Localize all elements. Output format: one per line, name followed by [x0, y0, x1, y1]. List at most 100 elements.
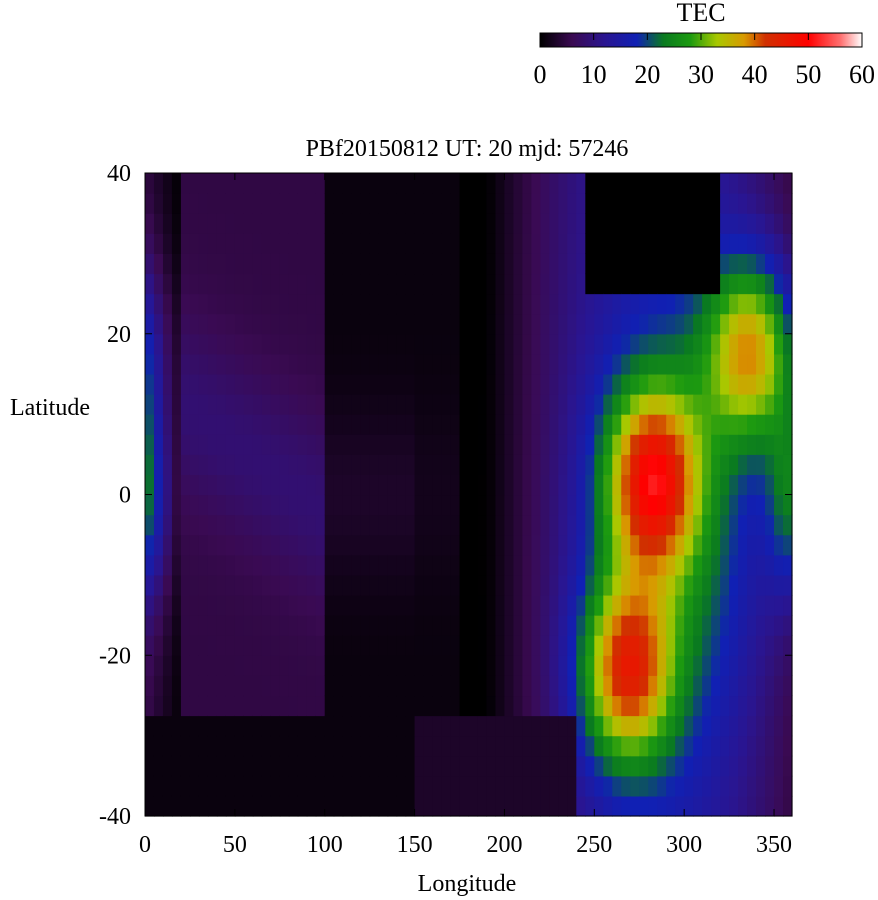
heatmap-cell [522, 615, 533, 636]
heatmap-cell [261, 333, 272, 355]
heatmap-cell [468, 534, 479, 556]
heatmap-cell [145, 655, 155, 676]
heatmap-cell [783, 333, 793, 355]
heatmap-cell [558, 253, 568, 275]
heatmap-cell [198, 715, 209, 737]
heatmap-cell [495, 655, 506, 676]
heatmap-cell [360, 775, 371, 797]
heatmap-cell [477, 635, 488, 656]
heatmap-cell [441, 273, 452, 295]
heatmap-cell [576, 635, 586, 656]
heatmap-cell [531, 434, 541, 455]
heatmap-cell [657, 574, 667, 596]
heatmap-cell [540, 615, 550, 636]
heatmap-cell [729, 333, 739, 355]
heatmap-cell [225, 293, 236, 315]
heatmap-cell [145, 615, 155, 636]
heatmap-cell [684, 675, 694, 697]
heatmap-cell [756, 373, 766, 395]
heatmap-cell [567, 373, 577, 395]
heatmap-cell [567, 193, 577, 214]
heatmap-cell [432, 514, 443, 536]
heatmap-cell [225, 494, 236, 516]
heatmap-cell [396, 494, 407, 516]
heatmap-cell [630, 313, 640, 335]
heatmap-cell [729, 715, 739, 737]
heatmap-cell [225, 414, 236, 435]
heatmap-cell [189, 775, 200, 797]
heatmap-cell [369, 795, 380, 817]
heatmap-cell [621, 775, 631, 797]
heatmap-cell [756, 293, 766, 315]
heatmap-cell [162, 373, 173, 395]
heatmap-cell [153, 253, 164, 275]
heatmap-cell [495, 414, 506, 435]
heatmap-cell [423, 655, 434, 676]
heatmap-cell [225, 735, 236, 757]
heatmap-cell [360, 715, 371, 737]
heatmap-cell [657, 253, 667, 275]
heatmap-cell [495, 373, 506, 395]
heatmap-cell [630, 514, 640, 536]
heatmap-cell [522, 494, 533, 516]
heatmap-cell [459, 735, 470, 757]
heatmap-cell [639, 795, 649, 817]
heatmap-cell [585, 434, 595, 455]
heatmap-cell [513, 213, 524, 234]
heatmap-cell [171, 594, 182, 616]
heatmap-cell [351, 594, 362, 616]
heatmap-cell [765, 775, 775, 797]
heatmap-cell [657, 594, 667, 616]
heatmap-cell [702, 414, 712, 435]
heatmap-cell [621, 273, 631, 295]
heatmap-cell [495, 554, 506, 576]
heatmap-cell [378, 594, 389, 616]
heatmap-cell [153, 594, 164, 616]
heatmap-cell [639, 173, 649, 194]
heatmap-cell [774, 655, 784, 676]
heatmap-cell [675, 434, 685, 455]
heatmap-cell [252, 414, 263, 435]
heatmap-cell [657, 695, 667, 717]
heatmap-cell [369, 735, 380, 757]
heatmap-cell [468, 273, 479, 295]
heatmap-cell [774, 635, 784, 656]
heatmap-cell [567, 253, 577, 275]
heatmap-cell [585, 394, 595, 415]
heatmap-cell [270, 454, 281, 475]
heatmap-cell [297, 655, 308, 676]
heatmap-cell [342, 534, 353, 556]
heatmap-cell [180, 554, 191, 576]
heatmap-cell [225, 394, 236, 415]
heatmap-cell [756, 353, 766, 375]
heatmap-cell [315, 494, 326, 516]
heatmap-cell [495, 675, 506, 697]
heatmap-cell [747, 213, 757, 234]
heatmap-cell [360, 253, 371, 275]
heatmap-cell [162, 333, 173, 355]
heatmap-cell [441, 373, 452, 395]
heatmap-cell [171, 675, 182, 697]
heatmap-cell [585, 534, 595, 556]
heatmap-cell [243, 434, 254, 455]
heatmap-cell [207, 554, 218, 576]
heatmap-cell [333, 534, 344, 556]
heatmap-cell [693, 233, 703, 254]
heatmap-cell [576, 534, 586, 556]
heatmap-cell [639, 414, 649, 435]
heatmap-cell [225, 675, 236, 697]
heatmap-cell [306, 655, 317, 676]
heatmap-cell [342, 715, 353, 737]
heatmap-cell [189, 635, 200, 656]
heatmap-cell [612, 213, 622, 234]
heatmap-cell [738, 394, 748, 415]
heatmap-cell [702, 253, 712, 275]
heatmap-cell [702, 735, 712, 757]
heatmap-cell [405, 775, 416, 797]
heatmap-cell [279, 494, 290, 516]
heatmap-cell [432, 333, 443, 355]
heatmap-cell [450, 554, 461, 576]
heatmap-cell [297, 474, 308, 496]
heatmap-cell [342, 494, 353, 516]
